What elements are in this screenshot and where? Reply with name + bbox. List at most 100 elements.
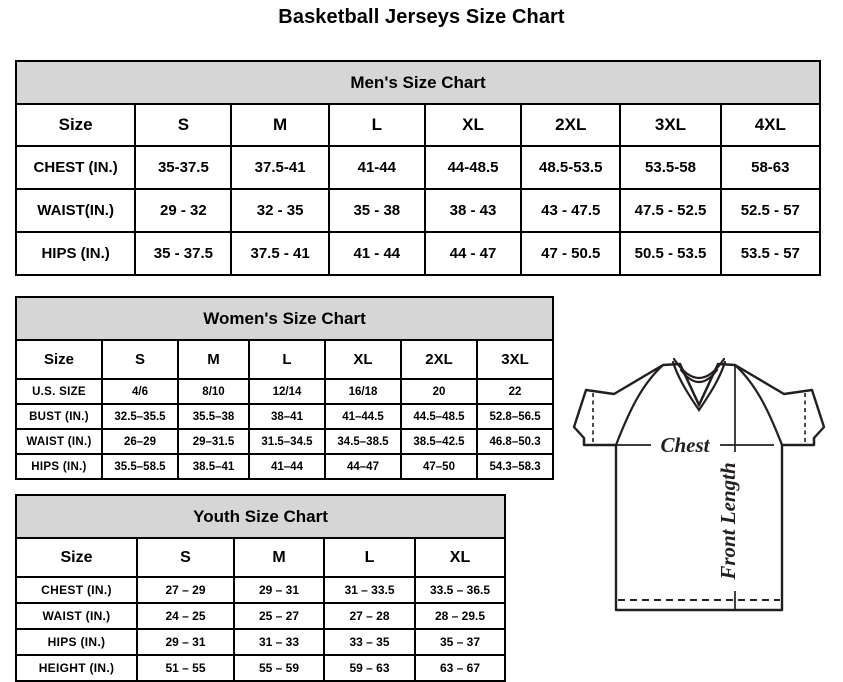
womens-row-label-waist: WAIST (IN.) [15,428,103,455]
mens-header-4xl: 4XL [719,103,822,147]
mens-hips-m: 37.5 - 41 [230,231,330,276]
womens-ussize-2xl: 20 [400,378,478,405]
mens-size-chart: Men's Size Chart Size S M L XL 2XL 3XL 4… [14,60,822,276]
jersey-diagram: Chest Front Length [556,348,843,679]
womens-ussize-m: 8/10 [177,378,250,405]
womens-row-label-bust: BUST (IN.) [15,403,103,430]
womens-hips-m: 38.5–41 [177,453,250,480]
womens-waist-2xl: 38.5–42.5 [400,428,478,455]
youth-row-label-waist: WAIST (IN.) [15,602,138,630]
womens-bust-l: 38–41 [248,403,326,430]
womens-hips-s: 35.5–58.5 [101,453,179,480]
table-row: CHEST (IN.) 35-37.5 37.5-41 41-44 44-48.… [14,145,822,190]
youth-chest-s: 27 – 29 [136,576,235,604]
table-row: CHEST (IN.) 27 – 29 29 – 31 31 – 33.5 33… [15,576,507,604]
mens-chest-2xl: 48.5-53.5 [520,145,622,190]
youth-header-xl: XL [413,537,507,578]
mens-hips-s: 35 - 37.5 [134,231,233,276]
womens-ussize-s: 4/6 [101,378,179,405]
womens-ussize-3xl: 22 [475,378,555,405]
mens-waist-2xl: 43 - 47.5 [520,188,622,233]
mens-header-2xl: 2XL [520,103,622,147]
youth-height-l: 59 – 63 [323,654,416,682]
womens-bust-xl: 41–44.5 [324,403,402,430]
womens-bust-3xl: 52.8–56.5 [475,403,555,430]
mens-row-label-chest: CHEST (IN.) [14,145,137,190]
womens-ussize-xl: 16/18 [324,378,402,405]
youth-header-l: L [323,537,416,578]
youth-hips-m: 31 – 33 [233,628,325,656]
page-title: Basketball Jerseys Size Chart [278,6,565,28]
youth-waist-xl: 28 – 29.5 [413,602,507,630]
mens-hips-2xl: 47 - 50.5 [520,231,622,276]
mens-header-size: Size [14,103,137,147]
youth-row-label-chest: CHEST (IN.) [15,576,138,604]
front-length-measure-label: Front Length [716,462,740,580]
womens-band-label: Women's Size Chart [14,296,555,341]
womens-header-xl: XL [324,339,402,380]
mens-hips-3xl: 50.5 - 53.5 [619,231,722,276]
table-row: HIPS (IN.) 35.5–58.5 38.5–41 41–44 44–47… [15,453,555,480]
table-row: WAIST (IN.) 24 – 25 25 – 27 27 – 28 28 –… [15,602,507,630]
table-row: BUST (IN.) 32.5–35.5 35.5–38 38–41 41–44… [15,403,555,430]
mens-chest-xl: 44-48.5 [423,145,523,190]
youth-height-m: 55 – 59 [233,654,325,682]
mens-waist-xl: 38 - 43 [423,188,523,233]
womens-header-2xl: 2XL [400,339,478,380]
table-row: HIPS (IN.) 29 – 31 31 – 33 33 – 35 35 – … [15,628,507,656]
mens-band-label: Men's Size Chart [15,60,821,105]
table-row: HEIGHT (IN.) 51 – 55 55 – 59 59 – 63 63 … [15,654,507,682]
womens-waist-l: 31.5–34.5 [248,428,326,455]
mens-header-3xl: 3XL [619,103,722,147]
youth-header-m: M [233,537,325,578]
womens-waist-s: 26–29 [101,428,179,455]
youth-hips-s: 29 – 31 [136,628,235,656]
womens-header-s: S [101,339,179,380]
mens-row-label-waist: WAIST(IN.) [14,188,137,233]
youth-height-xl: 63 – 67 [413,654,507,682]
mens-chest-m: 37.5-41 [230,145,330,190]
womens-hips-xl: 44–47 [324,453,402,480]
youth-row-label-hips: HIPS (IN.) [15,628,138,656]
mens-hips-l: 41 - 44 [327,231,426,276]
womens-header-size: Size [15,339,103,380]
mens-header-l: L [327,103,426,147]
womens-waist-xl: 34.5–38.5 [324,428,402,455]
mens-hips-4xl: 53.5 - 57 [719,231,822,276]
youth-header-s: S [136,537,235,578]
youth-band-label: Youth Size Chart [14,494,507,539]
womens-header-3xl: 3XL [475,339,555,380]
womens-bust-s: 32.5–35.5 [101,403,179,430]
womens-bust-2xl: 44.5–48.5 [400,403,478,430]
youth-waist-s: 24 – 25 [136,602,235,630]
youth-hips-l: 33 – 35 [323,628,416,656]
womens-hips-2xl: 47–50 [400,453,478,480]
table-row: WAIST(IN.) 29 - 32 32 - 35 35 - 38 38 - … [14,188,822,233]
youth-chest-m: 29 – 31 [233,576,325,604]
mens-chest-3xl: 53.5-58 [619,145,722,190]
youth-chest-xl: 33.5 – 36.5 [413,576,507,604]
youth-height-s: 51 – 55 [136,654,235,682]
table-row: HIPS (IN.) 35 - 37.5 37.5 - 41 41 - 44 4… [14,231,822,276]
youth-waist-l: 27 – 28 [323,602,416,630]
mens-chest-l: 41-44 [327,145,426,190]
mens-waist-s: 29 - 32 [134,188,233,233]
table-row: WAIST (IN.) 26–29 29–31.5 31.5–34.5 34.5… [15,428,555,455]
youth-band-row: Youth Size Chart [14,494,507,539]
youth-size-chart: Youth Size Chart Size S M L XL CHEST (IN… [14,494,507,682]
womens-header-row: Size S M L XL 2XL 3XL [15,339,555,380]
youth-header-row: Size S M L XL [15,537,507,578]
chest-measure-label: Chest [660,433,710,457]
mens-row-label-hips: HIPS (IN.) [14,231,137,276]
mens-waist-4xl: 52.5 - 57 [719,188,822,233]
mens-header-xl: XL [423,103,523,147]
mens-waist-l: 35 - 38 [327,188,426,233]
youth-chest-l: 31 – 33.5 [323,576,416,604]
mens-chest-4xl: 58-63 [719,145,822,190]
mens-waist-m: 32 - 35 [230,188,330,233]
womens-band-row: Women's Size Chart [14,296,555,341]
womens-row-label-hips: HIPS (IN.) [15,453,103,480]
womens-hips-3xl: 54.3–58.3 [475,453,555,480]
mens-chest-s: 35-37.5 [134,145,233,190]
womens-waist-3xl: 46.8–50.3 [475,428,555,455]
